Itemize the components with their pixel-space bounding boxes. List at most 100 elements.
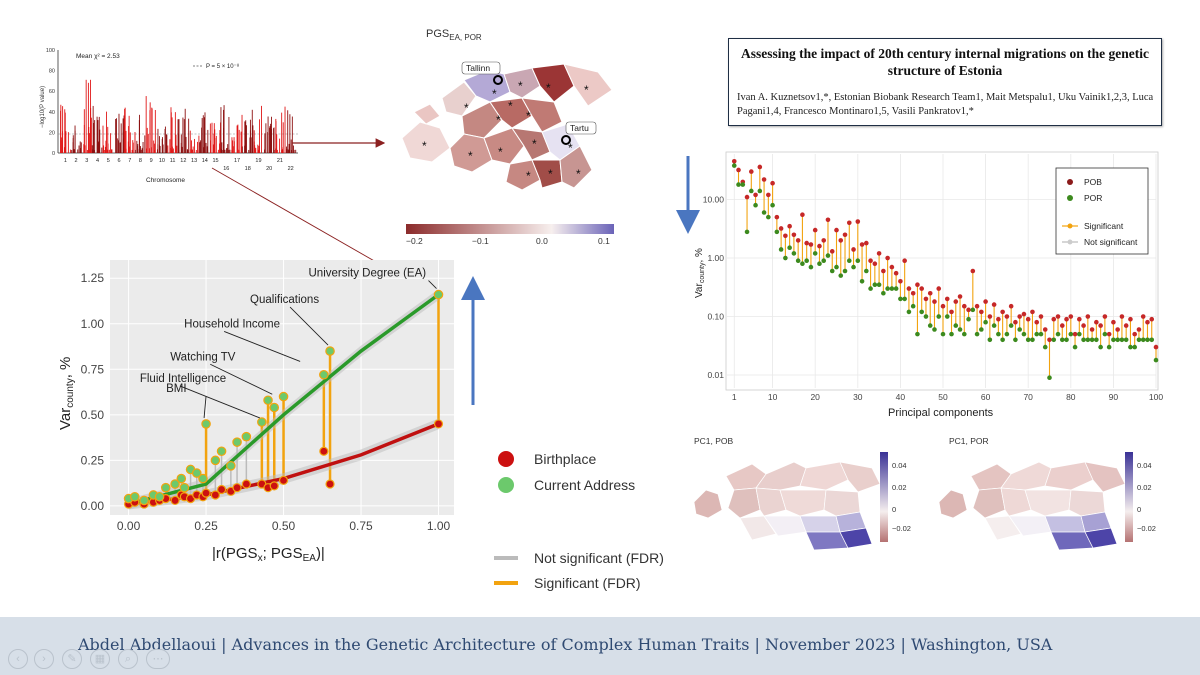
slides-icon[interactable]: ▦ [90,649,110,669]
pob-point [812,227,818,233]
pc-legend-pob: POB [1084,177,1102,187]
current-point [216,446,227,457]
pob-point [1064,316,1069,322]
svg-text:*: * [568,141,573,155]
por-point [1042,344,1048,350]
por-point [991,323,997,328]
pc-legend-sig: Significant [1084,221,1124,231]
pob-point [1149,316,1155,322]
pob-point [1025,316,1031,322]
por-point [842,268,848,274]
por-point [808,264,814,270]
city-tartu: Tartu [561,121,597,145]
pob-point [987,314,993,319]
manhattan-xtick: 2 [75,158,78,164]
pob-point [766,192,771,198]
por-point [855,258,861,263]
pob-point [783,233,788,239]
pob-point [1094,319,1099,325]
svg-text:−0.02: −0.02 [1137,524,1156,533]
svg-text:*: * [526,169,531,183]
svg-text:0.04: 0.04 [892,461,907,470]
county-rapla [461,101,503,139]
pc-yticks: 10.00 1.00 0.10 0.01 [703,195,725,381]
por-point [787,245,792,251]
next-icon[interactable]: › [34,649,54,669]
pob-point [1008,303,1014,309]
pc-xtick: 70 [1023,392,1033,402]
prev-icon[interactable]: ‹ [8,649,28,669]
birthplace-point [325,479,335,489]
pc-xtick: 10 [768,392,778,402]
pob-point [1089,327,1095,332]
annotation-pointer [289,306,329,346]
pob-point [885,255,890,261]
svg-text:0.02: 0.02 [1137,483,1152,492]
legend-birthplace-marker [498,451,514,467]
pob-point [898,279,903,284]
pc-xlabel: Principal components [888,407,994,419]
por-point [1149,337,1155,343]
por-point [1064,337,1069,343]
pc-legend: POB POR Significant Not significant [1055,167,1149,255]
current-point [160,482,171,493]
more-icon[interactable]: ⋯ [146,649,170,669]
main-scatter-chart: University Degree (EA) Qualifications Hous… [57,260,454,564]
pob-point [1059,323,1065,328]
pob-point [1038,314,1044,319]
paper-citation-box: Assessing the impact of 20th century int… [728,38,1162,126]
county-polva [531,159,563,189]
pob-point [1098,323,1103,328]
zoom-icon[interactable]: ⌕ [118,649,138,669]
svg-text:*: * [498,145,503,159]
por-point [1153,357,1159,363]
manhattan-xtick: 3 [85,158,88,164]
svg-text:*: * [518,79,523,93]
current-point [433,289,444,300]
por-point [757,188,763,194]
manhattan-ytick: 100 [46,48,55,54]
current-point [170,479,180,489]
current-point [129,491,140,502]
svg-text:−0.2: −0.2 [406,236,423,246]
legend-current-marker [498,477,514,493]
pc-ytick: 0.10 [707,312,724,322]
current-point [263,395,273,406]
data-points [123,289,444,509]
birthplace-point [319,446,329,456]
por-point [825,253,831,258]
pob-point [749,169,754,174]
svg-text:0.0: 0.0 [536,236,548,246]
pob-point [940,303,946,309]
por-point [731,163,737,168]
por-point [1038,331,1044,337]
pob-point [753,192,758,198]
pob-point [1153,344,1159,350]
x-tick-label: 0.50 [272,519,296,533]
current-point [226,461,236,471]
pen-icon[interactable]: ✎ [62,649,82,669]
pob-point [1077,316,1082,322]
por-point [744,229,750,235]
pc-xticks: 1 10 20 30 40 50 60 70 80 90 100 [732,392,1163,402]
manhattan-xtick: 14 [202,158,208,164]
footer-text: Abdel Abdellaoui | Advances in the Genet… [78,635,1053,654]
por-point [1094,337,1099,343]
pob-point [800,212,805,218]
por-point [1021,331,1027,337]
pc-xtick: 20 [810,392,820,402]
por-point [940,331,946,337]
por-point [927,323,933,328]
pob-point [915,282,920,287]
pc-xtick: 50 [938,392,948,402]
por-point [1140,337,1146,343]
svg-text:−0.1: −0.1 [472,236,489,246]
svg-text:−0.02: −0.02 [892,524,911,533]
county-valga [505,159,541,191]
por-point [1047,375,1052,380]
pob-point [1123,323,1129,328]
y-tick-label: 0.00 [81,499,105,513]
annotation-label: Qualifications [250,294,319,306]
manhattan-xtick: 8 [139,158,142,164]
por-point [957,327,963,332]
